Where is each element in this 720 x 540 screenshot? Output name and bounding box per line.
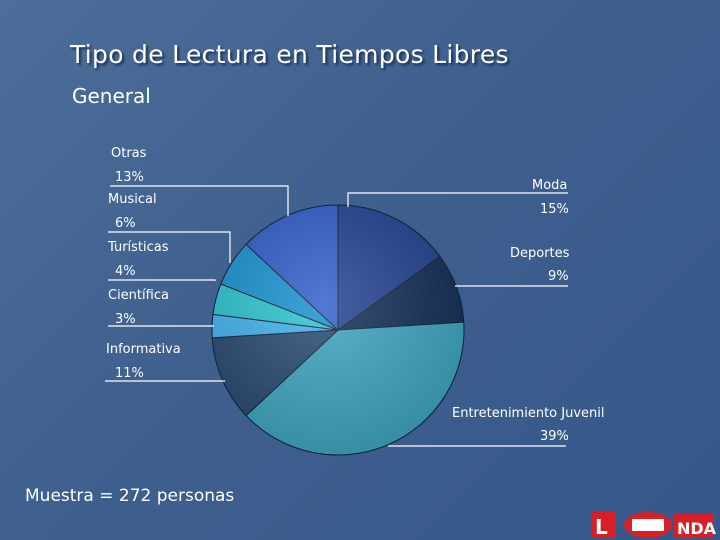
slice-value-label: 15% <box>540 202 569 217</box>
slice-label: Deportes <box>510 246 570 261</box>
sample-size-note: Muestra = 272 personas <box>25 486 235 506</box>
slice-label: Musical <box>108 192 157 207</box>
slice-label: Otras <box>111 146 147 161</box>
slice-label: Moda <box>532 178 567 193</box>
leader-line <box>110 185 289 216</box>
slice-value-label: 3% <box>115 312 136 327</box>
slice-label: Informativa <box>106 342 181 357</box>
slice-value-label: 6% <box>115 216 136 231</box>
leader-line <box>108 231 231 263</box>
slice-label: Científica <box>108 288 169 303</box>
slice-value-label: 13% <box>115 170 144 185</box>
company-logo: L NDA <box>592 512 716 539</box>
slice-label: Entretenimiento Juvenil <box>452 406 604 421</box>
leader-line <box>108 279 216 281</box>
slice-label: Turísticas <box>107 240 169 255</box>
svg-text:L: L <box>595 515 608 539</box>
slice-value-label: 9% <box>548 269 569 284</box>
slice-value-label: 39% <box>540 429 569 444</box>
leader-line <box>347 192 568 207</box>
slice-value-label: 11% <box>115 366 144 381</box>
slide-title: Tipo de Lectura en Tiempos Libres <box>70 40 509 69</box>
slice-value-label: 4% <box>115 264 136 279</box>
svg-text:NDA: NDA <box>677 519 716 538</box>
slide-subtitle: General <box>72 84 151 108</box>
